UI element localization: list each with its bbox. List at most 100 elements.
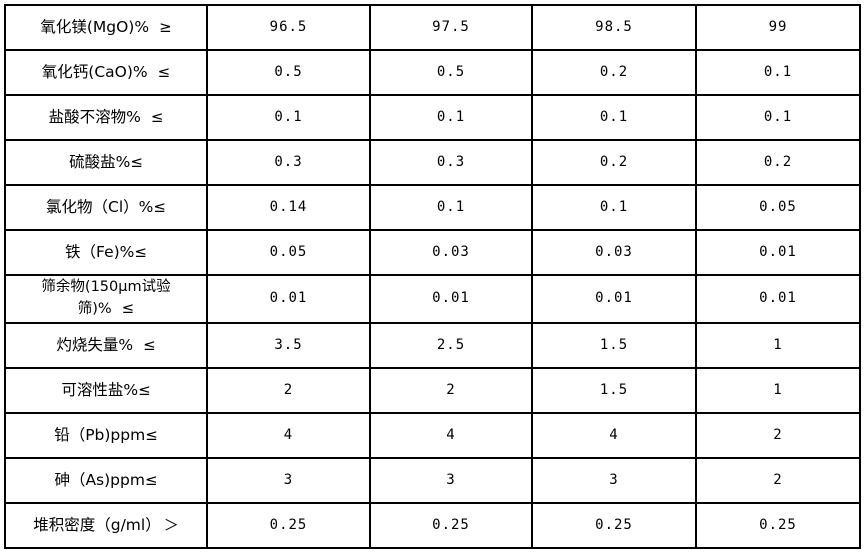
comparison-operator: ≤ <box>153 197 166 216</box>
row-value-cell: 4 <box>531 412 697 459</box>
table-row: 盐酸不溶物% ≤ 0.1 0.1 0.1 0.1 <box>4 94 861 141</box>
row-value-cell: 0.25 <box>369 502 533 549</box>
row-label-cell: 硫酸盐%≤ <box>4 139 208 186</box>
row-value-cell: 0.3 <box>206 139 371 186</box>
row-value-cell: 0.14 <box>206 184 371 231</box>
table-row: 硫酸盐%≤ 0.3 0.3 0.2 0.2 <box>4 139 861 186</box>
row-value-cell: 0.25 <box>531 502 697 549</box>
row-value-cell: 4 <box>369 412 533 459</box>
row-value-cell: 0.1 <box>531 94 697 141</box>
comparison-operator: ≤ <box>121 299 135 317</box>
comparison-operator: ≤ <box>157 62 171 81</box>
row-label-cell: 堆积密度（g/ml）＞ <box>4 502 208 549</box>
row-label-cell: 可溶性盐%≤ <box>4 367 208 414</box>
row-label-text-line2: 筛)% <box>77 301 112 317</box>
comparison-operator: ≤ <box>143 335 156 354</box>
row-label-text: 堆积密度（g/ml） <box>33 515 161 534</box>
row-value-cell: 2 <box>369 367 533 414</box>
row-value-cell: 0.1 <box>695 94 861 141</box>
row-value-cell: 2 <box>695 457 861 504</box>
row-value-cell: 99 <box>695 4 861 51</box>
row-value-cell: 2 <box>206 367 371 414</box>
table-row: 灼烧失量% ≤ 3.5 2.5 1.5 1 <box>4 322 861 369</box>
specification-table: 氧化镁(MgO)% ≥ 96.5 97.5 98.5 99 氧化钙(CaO)% ≤ … <box>4 4 861 549</box>
row-value-cell: 0.01 <box>695 274 861 324</box>
row-value-cell: 0.03 <box>531 229 697 276</box>
row-value-cell: 2 <box>695 412 861 459</box>
row-label-cell: 氯化物（Cl）%≤ <box>4 184 208 231</box>
table-row: 铁（Fe)%≤ 0.05 0.03 0.03 0.01 <box>4 229 861 276</box>
row-value-cell: 0.1 <box>531 184 697 231</box>
specification-table-container: 氧化镁(MgO)% ≥ 96.5 97.5 98.5 99 氧化钙(CaO)% ≤ … <box>4 4 861 549</box>
table-body: 氧化镁(MgO)% ≥ 96.5 97.5 98.5 99 氧化钙(CaO)% ≤ … <box>4 4 861 549</box>
table-row: 砷（As)ppm≤ 3 3 3 2 <box>4 457 861 504</box>
table-row: 铅（Pb)ppm≤ 4 4 4 2 <box>4 412 861 459</box>
row-value-cell: 0.1 <box>206 94 371 141</box>
table-row: 氯化物（Cl）%≤ 0.14 0.1 0.1 0.05 <box>4 184 861 231</box>
comparison-operator: ＞ <box>163 515 179 534</box>
row-value-cell: 0.01 <box>206 274 371 324</box>
comparison-operator: ≥ <box>159 17 172 36</box>
row-value-cell: 0.2 <box>531 139 697 186</box>
row-value-cell: 0.01 <box>369 274 533 324</box>
row-label-text: 灼烧失量% <box>56 335 134 354</box>
comparison-operator: ≤ <box>138 380 151 399</box>
row-label-cell: 氧化钙(CaO)% ≤ <box>4 49 208 96</box>
table-row: 堆积密度（g/ml）＞ 0.25 0.25 0.25 0.25 <box>4 502 861 549</box>
row-label-cell: 铁（Fe)%≤ <box>4 229 208 276</box>
row-value-cell: 0.03 <box>369 229 533 276</box>
table-row: 可溶性盐%≤ 2 2 1.5 1 <box>4 367 861 414</box>
row-label-text: 铁（Fe)% <box>65 242 135 261</box>
row-value-cell: 0.25 <box>206 502 371 549</box>
comparison-operator: ≤ <box>150 107 164 126</box>
row-value-cell: 4 <box>206 412 371 459</box>
row-label-text: 氧化镁(MgO)% <box>40 17 150 36</box>
row-value-cell: 1.5 <box>531 322 697 369</box>
row-label-text: 氯化物（Cl）% <box>46 197 154 216</box>
row-value-cell: 2.5 <box>369 322 533 369</box>
row-value-cell: 0.2 <box>531 49 697 96</box>
row-value-cell: 0.25 <box>695 502 861 549</box>
comparison-operator: ≤ <box>130 152 143 171</box>
row-value-cell: 98.5 <box>531 4 697 51</box>
row-value-cell: 0.5 <box>369 49 533 96</box>
row-value-cell: 0.3 <box>369 139 533 186</box>
row-value-cell: 3 <box>206 457 371 504</box>
row-value-cell: 97.5 <box>369 4 533 51</box>
row-value-cell: 1 <box>695 322 861 369</box>
row-label-text: 可溶性盐% <box>61 380 139 399</box>
row-label-text: 筛余物(150μm试验 <box>41 279 171 296</box>
row-value-cell: 0.05 <box>206 229 371 276</box>
row-value-cell: 0.1 <box>369 94 533 141</box>
row-value-cell: 0.05 <box>695 184 861 231</box>
row-label-text: 盐酸不溶物% <box>48 107 141 126</box>
row-value-cell: 0.2 <box>695 139 861 186</box>
row-value-cell: 0.1 <box>695 49 861 96</box>
row-value-cell: 0.01 <box>695 229 861 276</box>
row-value-cell: 1.5 <box>531 367 697 414</box>
row-label-text: 氧化钙(CaO)% <box>41 62 148 81</box>
row-label-text: 硫酸盐% <box>69 152 131 171</box>
row-value-cell: 3.5 <box>206 322 371 369</box>
row-label-cell: 砷（As)ppm≤ <box>4 457 208 504</box>
comparison-operator: ≤ <box>134 242 147 261</box>
comparison-operator: ≤ <box>145 425 158 444</box>
row-label-text: 砷（As)ppm <box>54 470 145 489</box>
row-label-cell: 铅（Pb)ppm≤ <box>4 412 208 459</box>
row-value-cell: 0.1 <box>369 184 533 231</box>
table-row: 氧化钙(CaO)% ≤ 0.5 0.5 0.2 0.1 <box>4 49 861 96</box>
row-value-cell: 3 <box>369 457 533 504</box>
row-label-cell: 氧化镁(MgO)% ≥ <box>4 4 208 51</box>
comparison-operator: ≤ <box>144 470 158 489</box>
row-value-cell: 3 <box>531 457 697 504</box>
row-value-cell: 0.01 <box>531 274 697 324</box>
row-label-text: 铅（Pb)ppm <box>54 425 146 444</box>
row-label-cell: 灼烧失量% ≤ <box>4 322 208 369</box>
table-row: 筛余物(150μm试验 筛)% ≤ 0.01 0.01 0.01 0.01 <box>4 274 861 324</box>
row-label-cell: 筛余物(150μm试验 筛)% ≤ <box>4 274 208 324</box>
row-value-cell: 96.5 <box>206 4 371 51</box>
row-value-cell: 1 <box>695 367 861 414</box>
row-value-cell: 0.5 <box>206 49 371 96</box>
row-label-cell: 盐酸不溶物% ≤ <box>4 94 208 141</box>
table-row: 氧化镁(MgO)% ≥ 96.5 97.5 98.5 99 <box>4 4 861 51</box>
